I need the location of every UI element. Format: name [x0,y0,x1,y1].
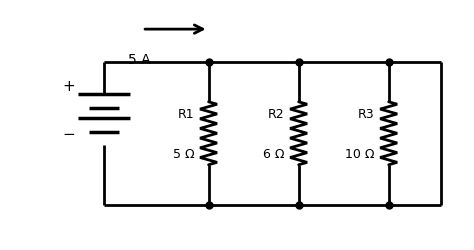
Text: R3: R3 [358,107,374,120]
Text: 10 Ω: 10 Ω [345,147,374,160]
Text: R1: R1 [178,107,194,120]
Text: 5 Ω: 5 Ω [173,147,194,160]
Text: 6 Ω: 6 Ω [263,147,284,160]
Text: +: + [63,79,75,94]
Text: −: − [63,126,75,141]
Text: R2: R2 [268,107,284,120]
Text: 5 A: 5 A [128,52,151,66]
